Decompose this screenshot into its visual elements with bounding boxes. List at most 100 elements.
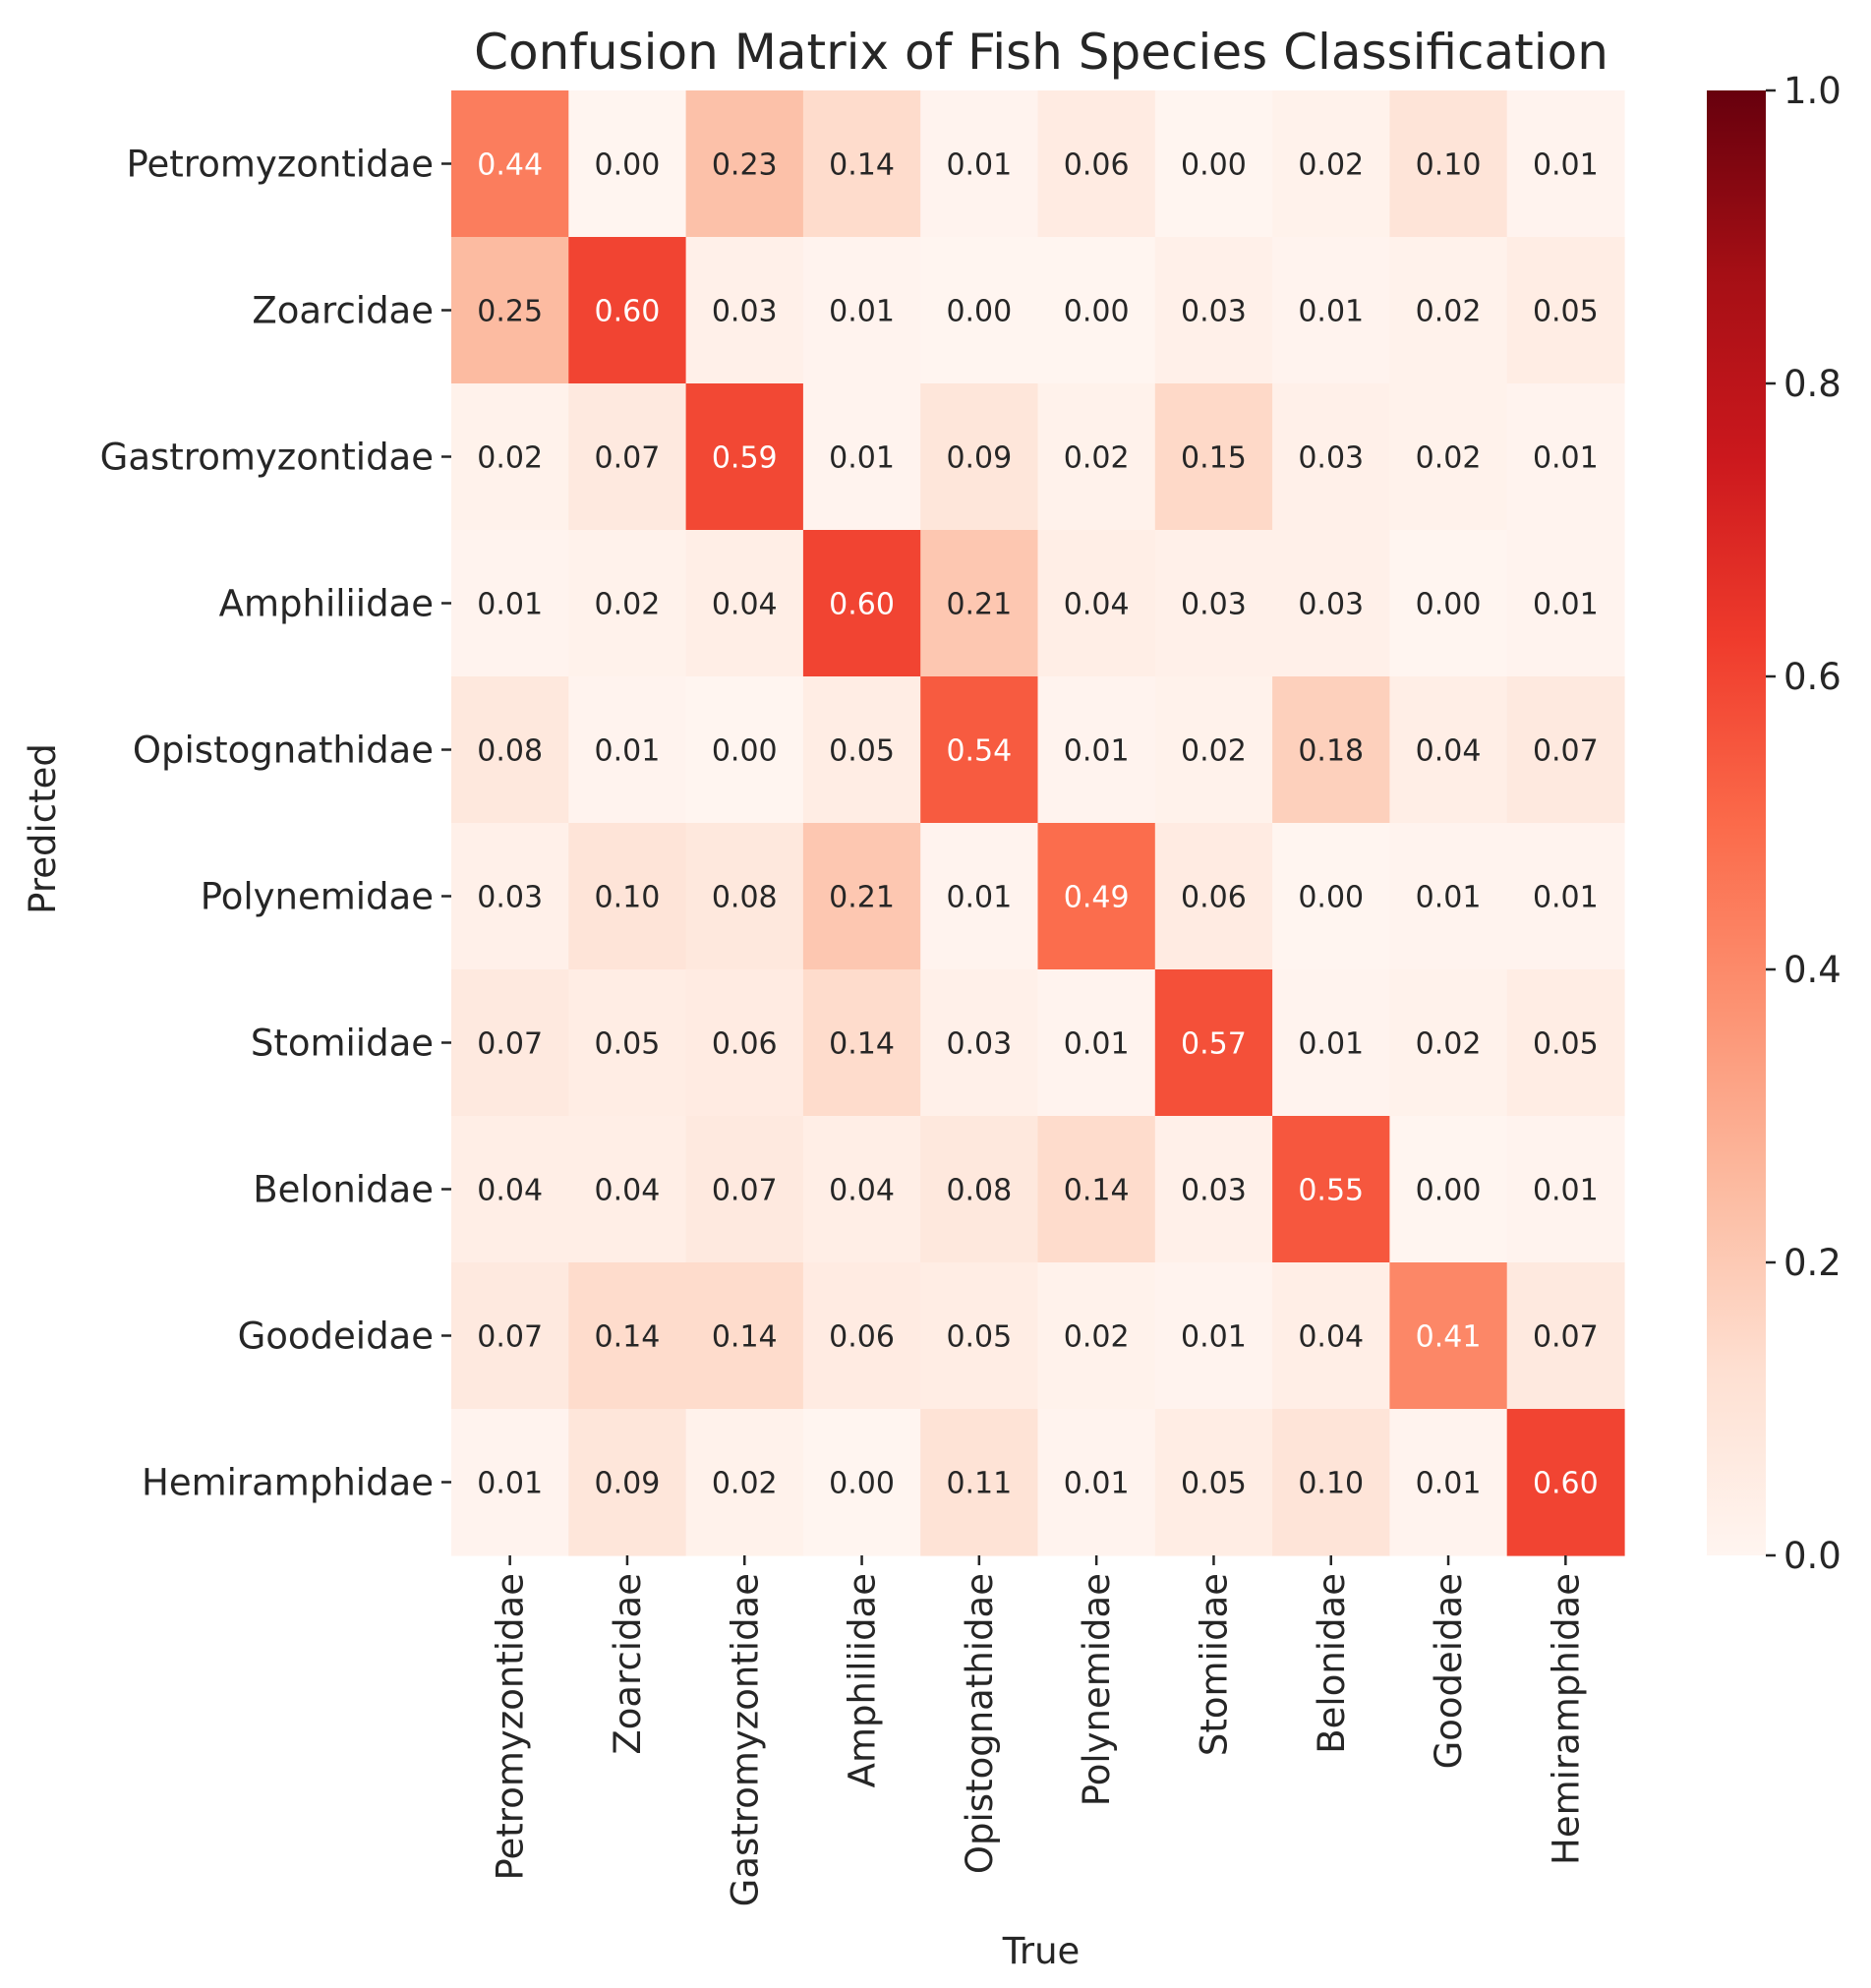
heatmap-cell [920,530,1039,677]
x-tick-label: Hemiramphidae [1545,1573,1587,1865]
cell-value-label: 0.00 [1416,588,1482,622]
cell-value-label: 0.07 [1533,734,1599,769]
heatmap-cell [451,969,569,1117]
cell-value-label: 0.01 [1298,295,1364,329]
x-tick-label: Belonidae [1311,1573,1353,1754]
heatmap-cell [568,1116,687,1263]
heatmap-cell [568,383,687,531]
heatmap-cell [1272,823,1390,970]
cell-value-label: 0.60 [595,295,661,329]
heatmap-cell [802,969,921,1117]
cell-value-label: 0.05 [829,734,895,769]
heatmap-cell [1154,676,1273,824]
cell-value-label: 0.00 [829,1467,895,1501]
heatmap-cell [451,1262,569,1410]
heatmap-cell [1272,1262,1390,1410]
chart-title: Confusion Matrix of Fish Species Classif… [474,24,1608,81]
cell-value-label: 0.05 [1181,1467,1247,1501]
heatmap-cell [1389,1262,1508,1410]
y-tick-label: Hemiramphidae [142,1462,434,1504]
x-tick-label: Zoarcidae [607,1573,649,1755]
heatmap-cell [1389,1116,1508,1263]
cell-value-label: 0.01 [829,295,895,329]
cell-value-label: 0.08 [946,1174,1012,1208]
cell-value-label: 0.07 [1533,1320,1599,1355]
cell-value-label: 0.21 [946,588,1012,622]
heatmap-cell [1506,676,1625,824]
cell-value-label: 0.01 [1533,148,1599,183]
y-tick-label: Petromyzontidae [127,144,434,186]
heatmap-cell [1154,383,1273,531]
heatmap-cell [1272,676,1390,824]
cell-value-label: 0.02 [1416,441,1482,476]
cell-value-label: 0.04 [1416,734,1482,769]
heatmap-cell [1272,237,1390,384]
cell-value-label: 0.06 [712,1027,778,1062]
heatmap-cell [920,90,1039,238]
cell-value-label: 0.04 [1298,1320,1364,1355]
heatmap-cell [1154,237,1273,384]
x-tick-label: Petromyzontidae [490,1573,532,1880]
heatmap-cell [920,1262,1039,1410]
heatmap-cell [1037,90,1156,238]
cell-value-label: 0.25 [477,295,543,329]
heatmap-cell [1037,823,1156,970]
x-tick-label: Stomiidae [1193,1573,1235,1756]
heatmap-cell [451,1409,569,1556]
heatmap-cell [1037,1262,1156,1410]
heatmap-cell [920,676,1039,824]
heatmap-cell [685,383,804,531]
heatmap-cell [1506,530,1625,677]
cell-value-label: 0.03 [1181,1174,1247,1208]
heatmap-cell [568,969,687,1117]
colorbar-tick-label: 0.6 [1783,656,1842,698]
y-axis-label: Predicted [22,743,64,914]
heatmap-cell [685,530,804,677]
heatmap-cell [1037,383,1156,531]
cell-value-label: 0.02 [1416,1027,1482,1062]
cell-value-label: 0.60 [829,588,895,622]
cell-value-label: 0.14 [595,1320,661,1355]
cell-value-label: 0.01 [1064,1027,1130,1062]
heatmap-cell [1272,383,1390,531]
cell-value-label: 0.01 [1298,1027,1364,1062]
cell-value-label: 0.44 [477,148,543,183]
heatmap-cell [685,676,804,824]
cell-value-label: 0.00 [1416,1174,1482,1208]
heatmap-cell [920,237,1039,384]
cell-value-label: 0.01 [946,148,1012,183]
cell-value-label: 0.00 [712,734,778,769]
cell-value-label: 0.01 [1181,1320,1247,1355]
cell-value-label: 0.01 [595,734,661,769]
cell-value-label: 0.04 [712,588,778,622]
heatmap-cell [1154,969,1273,1117]
heatmap-cell [1506,969,1625,1117]
heatmap-cell [1389,1409,1508,1556]
heatmap-cell [802,1116,921,1263]
cell-value-label: 0.14 [1064,1174,1130,1208]
heatmap-cell [802,1409,921,1556]
cell-value-label: 0.08 [712,881,778,915]
heatmap-cell [1154,1262,1273,1410]
cell-value-label: 0.02 [712,1467,778,1501]
x-tick-label: Gastromyzontidae [724,1573,766,1906]
heatmap-cell [568,823,687,970]
heatmap-cell [1154,1116,1273,1263]
cell-value-label: 0.07 [712,1174,778,1208]
heatmap-cell [568,237,687,384]
cell-value-label: 0.18 [1298,734,1364,769]
heatmap-cell [802,90,921,238]
heatmap-cell [1272,1409,1390,1556]
cell-value-label: 0.01 [1416,881,1482,915]
y-tick-label: Polynemidae [201,876,434,918]
cell-value-label: 0.05 [946,1320,1012,1355]
cell-value-label: 0.00 [595,148,661,183]
heatmap-cell [1037,676,1156,824]
heatmap-cell [451,383,569,531]
heatmap-cell [1037,1409,1156,1556]
cell-value-label: 0.03 [1181,588,1247,622]
heatmap-cell [685,1116,804,1263]
cell-value-label: 0.01 [1533,881,1599,915]
cell-value-label: 0.59 [712,441,778,476]
